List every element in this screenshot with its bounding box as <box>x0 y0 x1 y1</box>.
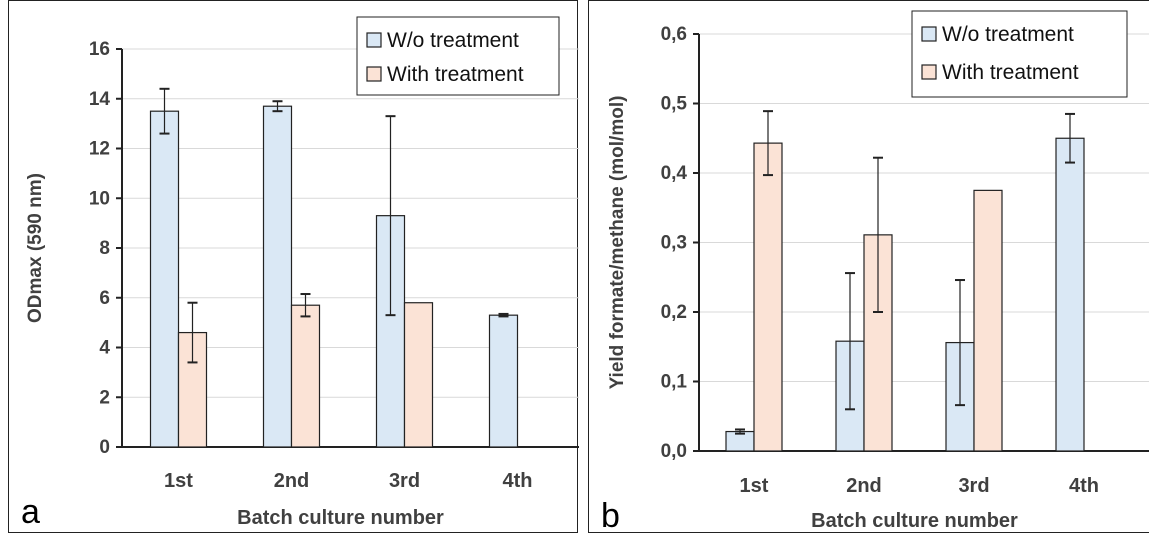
legend-swatch <box>921 64 937 80</box>
x-axis-title: Batch culture number <box>237 507 444 529</box>
x-tick-label: 1st <box>164 470 193 492</box>
y-tick-label: 0,6 <box>661 24 687 45</box>
chart-panel-b: 0,0 0,1 0,2 0,3 0,4 0,5 0,6 1st 2nd 3rd 4th Yield f… <box>588 0 1149 534</box>
y-tick-label: 10 <box>89 188 110 209</box>
legend-label: With treatment <box>942 61 1079 84</box>
chart-a-svg: 0 2 4 6 8 10 12 14 16 1st 2nd 3rd 4th ODmax (590 nm) B… <box>21 16 579 531</box>
x-tick-label: 4th <box>503 470 533 492</box>
y-tick-label: 0,1 <box>661 372 688 393</box>
y-tick-label: 4 <box>99 338 110 359</box>
legend-swatch <box>921 26 937 42</box>
y-tick-label: 0,5 <box>661 94 688 115</box>
legend-swatch <box>366 66 382 82</box>
y-tick-label: 0,3 <box>661 233 687 254</box>
y-tick-label: 0 <box>99 437 110 458</box>
y-tick-label: 6 <box>99 288 110 309</box>
chart-b-svg: 0,0 0,1 0,2 0,3 0,4 0,5 0,6 1st 2nd 3rd 4th Yield f… <box>601 10 1149 534</box>
bar <box>262 105 293 448</box>
bar <box>149 110 180 448</box>
x-tick-label: 2nd <box>846 475 882 497</box>
legend-label: W/o treatment <box>942 23 1074 46</box>
y-axis-title: Yield formate/methane (mol/mol) <box>607 96 628 390</box>
bar <box>1055 137 1085 452</box>
legend-box <box>911 10 1128 98</box>
x-tick-label: 2nd <box>274 470 310 492</box>
y-tick-label: 0,4 <box>661 163 688 184</box>
chart-panel-a: 0 2 4 6 8 10 12 14 16 1st 2nd 3rd 4th ODmax (590 nm) B… <box>8 0 579 533</box>
x-axis-title: Batch culture number <box>811 510 1018 532</box>
bar <box>488 314 519 448</box>
y-axis-title: ODmax (590 nm) <box>25 173 46 323</box>
y-tick-label: 0,0 <box>661 441 687 462</box>
panel-label: b <box>601 497 620 534</box>
x-tick-label: 1st <box>740 475 769 497</box>
legend-label: W/o treatment <box>387 29 519 52</box>
bar <box>973 189 1003 452</box>
bar <box>403 302 434 448</box>
x-tick-label: 3rd <box>958 475 989 497</box>
y-tick-label: 8 <box>99 238 110 259</box>
panel-label: a <box>21 493 40 531</box>
y-tick-label: 14 <box>89 89 111 110</box>
x-tick-label: 4th <box>1069 475 1099 497</box>
bar <box>290 304 321 448</box>
y-tick-label: 0,2 <box>661 302 687 323</box>
bar <box>753 142 783 452</box>
y-tick-label: 2 <box>99 387 110 408</box>
legend-label: With treatment <box>387 63 524 86</box>
y-tick-label: 16 <box>89 39 110 60</box>
y-tick-label: 12 <box>89 139 110 160</box>
legend-swatch <box>366 32 382 48</box>
legend-box <box>356 16 560 96</box>
x-tick-label: 3rd <box>389 470 420 492</box>
